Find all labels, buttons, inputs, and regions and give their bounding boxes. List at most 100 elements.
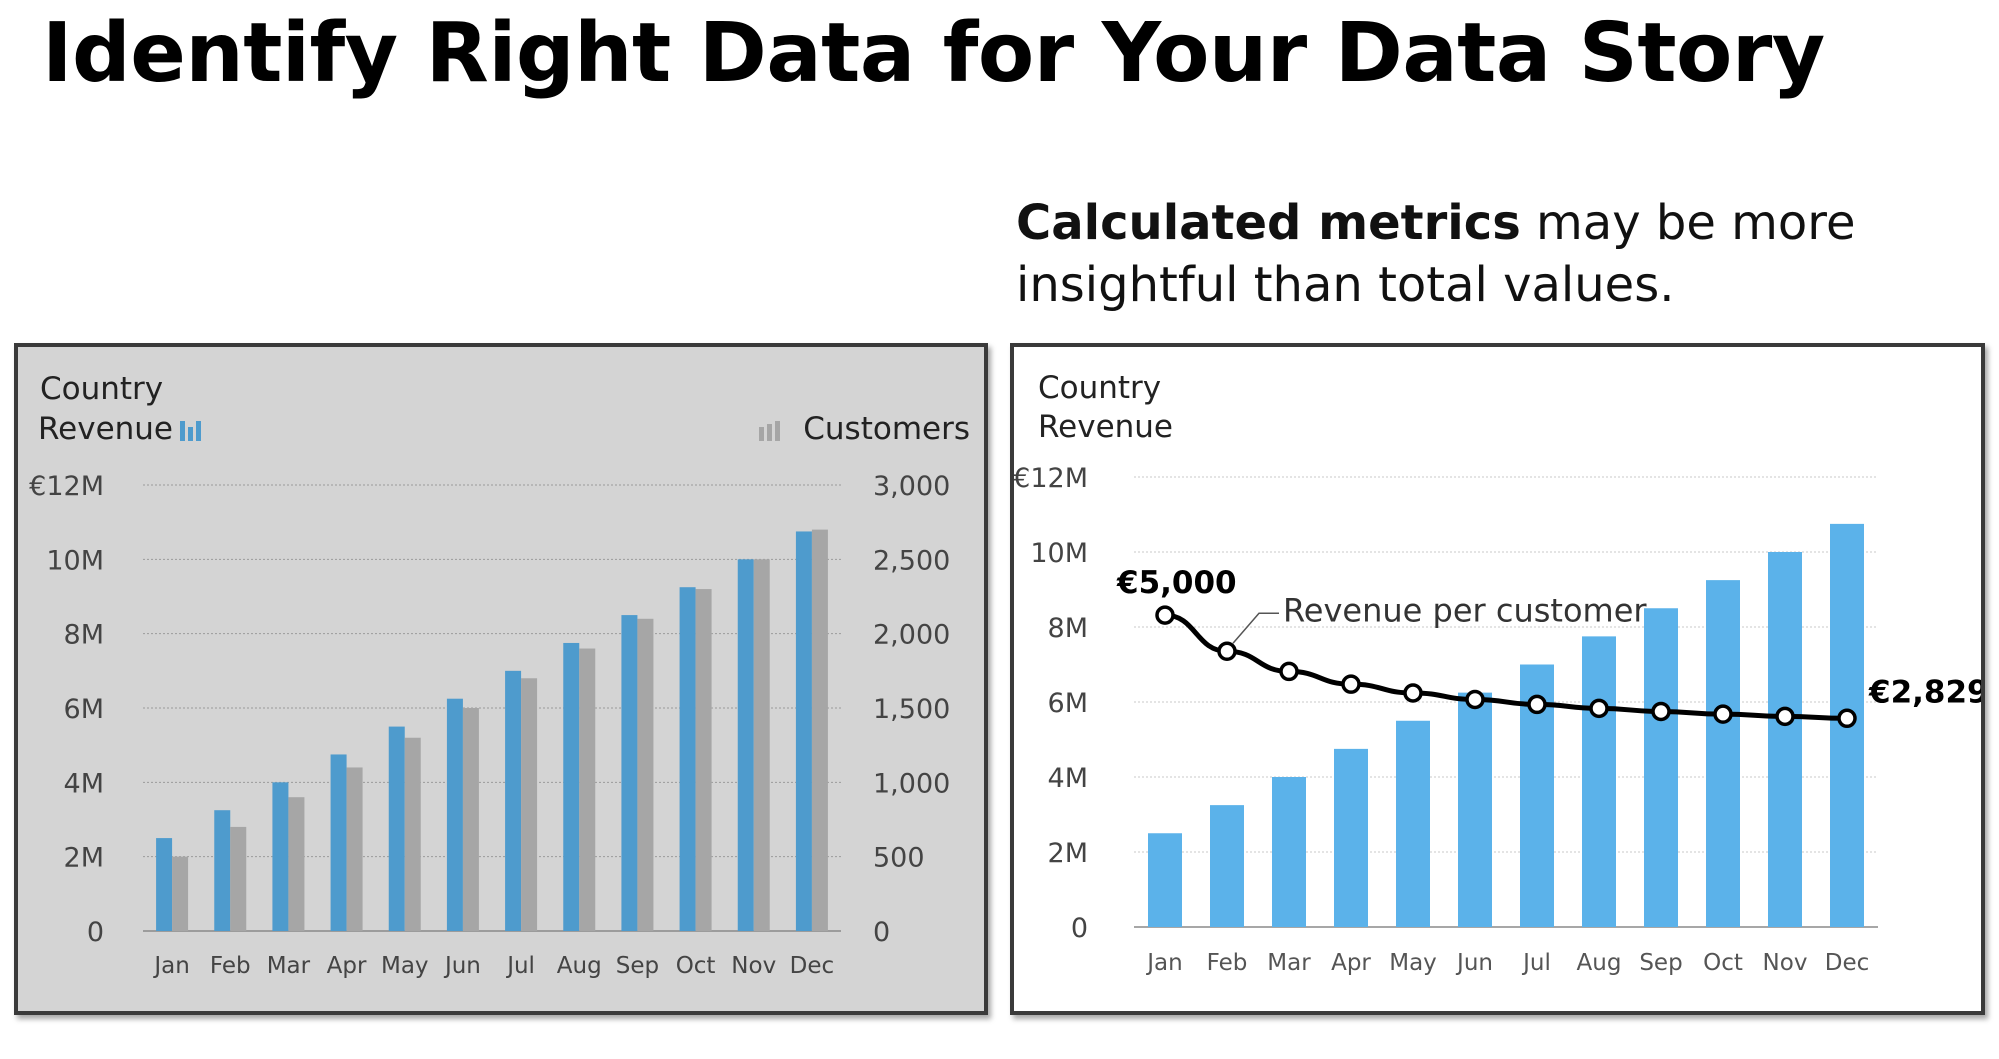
customers-bar — [521, 678, 538, 931]
x-tick-label: May — [1389, 950, 1437, 976]
legend-icon-bar — [775, 421, 780, 441]
right-y-tick-label: 500 — [873, 843, 925, 874]
left-y-tick-label: 2M — [64, 843, 104, 874]
line-point — [1527, 694, 1547, 715]
revenue-bar — [1706, 580, 1740, 927]
left-y-tick-label: 0 — [87, 917, 104, 948]
legend-icon-bar — [759, 427, 764, 441]
right-y-tick-label: 0 — [873, 917, 890, 948]
revenue-bar — [446, 698, 463, 931]
x-tick-label: Nov — [1763, 950, 1808, 976]
right-chart-title-line1: Country — [1038, 370, 1161, 406]
left-chart-title-line2: Revenue — [38, 411, 173, 447]
customers-bar — [230, 826, 247, 931]
right-y-tick-label: 3,000 — [873, 471, 950, 502]
left-chart-panel: Country Revenue Customers 0 2M 4M 6M 8M 10M €1… — [14, 343, 988, 1015]
subtitle-bold: Calculated metrics — [1016, 195, 1521, 251]
left-y-tick-label: 10M — [46, 545, 104, 576]
legend-icon-bar — [767, 424, 772, 441]
line-last-value-label: €2,829 — [1868, 674, 1981, 710]
revenue-bar — [1582, 636, 1616, 927]
right-y-tick-label: 2M — [1048, 838, 1088, 869]
revenue-bar — [1210, 805, 1244, 927]
x-tick-label: Jan — [152, 953, 189, 979]
line-point — [1775, 706, 1795, 727]
revenue-bar — [1458, 692, 1492, 927]
x-tick-label: Mar — [267, 953, 311, 979]
left-y-tick-label: 4M — [64, 768, 104, 799]
revenue-bar — [563, 642, 580, 931]
x-tick-label: Jul — [505, 953, 535, 979]
x-tick-label: May — [381, 953, 429, 979]
x-tick-label: Jun — [1455, 950, 1493, 976]
customers-bar — [172, 856, 189, 931]
customers-bar — [637, 618, 654, 931]
line-point — [1589, 698, 1609, 719]
x-tick-label: Dec — [790, 953, 835, 979]
revenue-bar — [272, 782, 289, 931]
line-point — [1837, 708, 1857, 729]
right-y-tick-label: 0 — [1071, 913, 1088, 944]
line-point — [1341, 674, 1361, 694]
left-chart-title-line1: Country — [40, 371, 163, 407]
right-y-tick-label: 4M — [1048, 763, 1088, 794]
bar-chart-icon — [759, 421, 780, 441]
revenue-bar — [214, 810, 231, 931]
customers-bar — [288, 797, 305, 931]
x-tick-label: Oct — [1703, 950, 1743, 976]
slide-title: Identify Right Data for Your Data Story — [42, 6, 1825, 101]
line-point — [1465, 689, 1485, 710]
right-y-tick-label: 2,500 — [873, 545, 950, 576]
left-legend-customers-label: Customers — [803, 411, 970, 447]
revenue-bar — [388, 726, 405, 931]
x-tick-label: Sep — [1639, 950, 1682, 976]
revenue-bar — [1396, 720, 1430, 927]
customers-bar — [579, 648, 596, 931]
legend-icon-bar — [188, 427, 193, 441]
right-y-tick-label: 1,500 — [873, 694, 950, 725]
revenue-bar — [1148, 833, 1182, 927]
right-y-tick-label: 2,000 — [873, 620, 950, 651]
revenue-bar — [1272, 777, 1306, 927]
line-series-label: Revenue per customer — [1283, 591, 1647, 629]
line-point — [1651, 701, 1671, 722]
left-y-tick-label: €12M — [29, 471, 104, 502]
left-y-tick-label: 8M — [64, 620, 104, 651]
customers-bar — [346, 767, 363, 931]
revenue-bar — [1644, 608, 1678, 927]
x-tick-label: Aug — [557, 953, 602, 979]
x-tick-label: Jun — [443, 953, 481, 979]
line-point — [1713, 704, 1733, 724]
right-y-tick-label: 1,000 — [873, 768, 950, 799]
revenue-per-customer-line — [1164, 612, 1848, 721]
right-y-tick-label: 8M — [1048, 613, 1088, 644]
x-tick-label: Sep — [616, 953, 659, 979]
revenue-bar — [330, 754, 347, 931]
customers-bar — [753, 559, 770, 931]
customers-bar — [462, 708, 479, 931]
line-point — [1403, 683, 1423, 703]
customers-bar — [404, 737, 421, 931]
x-tick-label: Feb — [1207, 950, 1248, 976]
revenue-bar — [621, 615, 638, 931]
x-tick-label: Nov — [731, 953, 776, 979]
series-label-leader — [1232, 612, 1279, 644]
revenue-bar — [737, 559, 754, 931]
subtitle-line2: insightful than total values. — [1016, 257, 1675, 313]
right-y-tick-label: 6M — [1048, 688, 1088, 719]
x-tick-label: Aug — [1577, 950, 1622, 976]
x-tick-label: Dec — [1825, 950, 1870, 976]
right-y-tick-label: €12M — [1014, 463, 1088, 494]
revenue-bar — [1768, 552, 1802, 927]
legend-icon-bar — [180, 421, 185, 441]
revenue-bar — [505, 670, 522, 931]
line-point — [1279, 661, 1299, 682]
x-tick-label: Mar — [1267, 950, 1311, 976]
subtitle-rest: may be more — [1520, 195, 1856, 251]
revenue-bar — [795, 531, 812, 931]
customers-bar — [695, 589, 712, 931]
right-chart-title-line2: Revenue — [1038, 409, 1173, 445]
bar-chart-icon — [180, 421, 201, 441]
x-tick-label: Apr — [1331, 950, 1371, 976]
left-chart: Country Revenue Customers 0 2M 4M 6M 8M 10M €1… — [29, 371, 970, 979]
